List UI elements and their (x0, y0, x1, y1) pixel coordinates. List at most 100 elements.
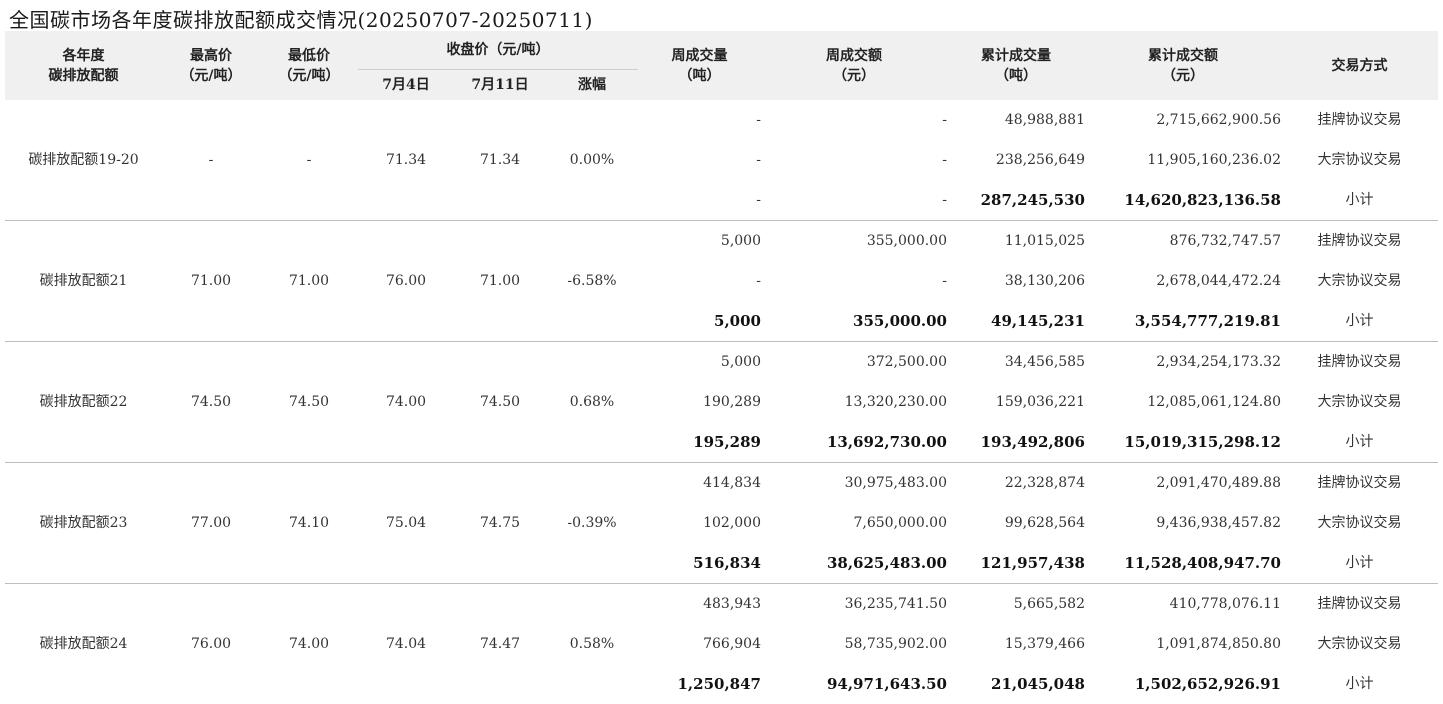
high-price: - (162, 100, 260, 221)
trade-method: 小计 (1281, 180, 1438, 221)
week-volume: 5,000 (638, 301, 761, 342)
trade-method: 小计 (1281, 664, 1438, 704)
cumulative-volume: 48,988,881 (947, 100, 1085, 140)
close-prev: 75.04 (358, 463, 454, 584)
trade-method: 小计 (1281, 422, 1438, 463)
cumulative-amount: 11,905,160,236.02 (1085, 140, 1281, 180)
cumulative-volume: 99,628,564 (947, 503, 1085, 543)
high-price: 71.00 (162, 221, 260, 342)
trade-method: 大宗协议交易 (1281, 503, 1438, 543)
week-amount: 13,320,230.00 (761, 382, 947, 422)
week-volume: 414,834 (638, 463, 761, 504)
table-row: 碳排放配额22 74.50 74.50 74.00 74.50 0.68% 5,… (5, 342, 1438, 383)
trade-method: 小计 (1281, 301, 1438, 342)
cumulative-amount: 11,528,408,947.70 (1085, 543, 1281, 584)
header-change: 涨幅 (546, 70, 638, 101)
cumulative-volume: 159,036,221 (947, 382, 1085, 422)
cumulative-amount: 15,019,315,298.12 (1085, 422, 1281, 463)
carbon-trading-table: 各年度 碳排放配额 最高价 （元/吨） 最低价 （元/吨） 收盘价（元/吨） 周… (5, 31, 1438, 704)
cumulative-volume: 5,665,582 (947, 584, 1085, 625)
week-volume: 483,943 (638, 584, 761, 625)
trade-method: 大宗协议交易 (1281, 261, 1438, 301)
change-rate: 0.58% (546, 584, 638, 704)
week-volume: 1,250,847 (638, 664, 761, 704)
week-amount: - (761, 140, 947, 180)
week-amount: 355,000.00 (761, 301, 947, 342)
week-amount: 13,692,730.00 (761, 422, 947, 463)
cumulative-volume: 287,245,530 (947, 180, 1085, 221)
cumulative-amount: 410,778,076.11 (1085, 584, 1281, 625)
page-title: 全国碳市场各年度碳排放配额成交情况(20250707-20250711) (9, 4, 593, 33)
cumulative-volume: 238,256,649 (947, 140, 1085, 180)
close-curr: 71.00 (454, 221, 546, 342)
low-price: 74.10 (260, 463, 358, 584)
week-volume: 102,000 (638, 503, 761, 543)
close-curr: 74.47 (454, 584, 546, 704)
header-week-amount: 周成交额 （元） (761, 31, 947, 100)
week-amount: - (761, 261, 947, 301)
cumulative-volume: 22,328,874 (947, 463, 1085, 504)
week-amount: 355,000.00 (761, 221, 947, 262)
trade-method: 挂牌协议交易 (1281, 584, 1438, 625)
week-amount: 94,971,643.50 (761, 664, 947, 704)
change-rate: -6.58% (546, 221, 638, 342)
week-volume: 766,904 (638, 624, 761, 664)
week-amount: 36,235,741.50 (761, 584, 947, 625)
week-amount: 372,500.00 (761, 342, 947, 383)
header-close-price: 收盘价（元/吨） (358, 31, 638, 70)
header-high: 最高价 （元/吨） (162, 31, 260, 100)
cumulative-amount: 2,678,044,472.24 (1085, 261, 1281, 301)
high-price: 76.00 (162, 584, 260, 704)
cumulative-volume: 121,957,438 (947, 543, 1085, 584)
table-row: 碳排放配额19-20 - - 71.34 71.34 0.00% - - 48,… (5, 100, 1438, 140)
change-rate: -0.39% (546, 463, 638, 584)
allowance-name: 碳排放配额19-20 (5, 100, 162, 221)
close-prev: 74.04 (358, 584, 454, 704)
cumulative-volume: 49,145,231 (947, 301, 1085, 342)
table-row: 碳排放配额24 76.00 74.00 74.04 74.47 0.58% 48… (5, 584, 1438, 625)
close-prev: 76.00 (358, 221, 454, 342)
week-volume: - (638, 100, 761, 140)
week-amount: 30,975,483.00 (761, 463, 947, 504)
close-curr: 74.50 (454, 342, 546, 463)
week-volume: - (638, 261, 761, 301)
trade-method: 挂牌协议交易 (1281, 342, 1438, 383)
cumulative-amount: 2,091,470,489.88 (1085, 463, 1281, 504)
header-cumulative-volume: 累计成交量 （吨） (947, 31, 1085, 100)
change-rate: 0.68% (546, 342, 638, 463)
week-amount: 38,625,483.00 (761, 543, 947, 584)
table-row: 碳排放配额23 77.00 74.10 75.04 74.75 -0.39% 4… (5, 463, 1438, 504)
cumulative-amount: 12,085,061,124.80 (1085, 382, 1281, 422)
week-volume: 5,000 (638, 221, 761, 262)
close-curr: 74.75 (454, 463, 546, 584)
allowance-name: 碳排放配额21 (5, 221, 162, 342)
change-rate: 0.00% (546, 100, 638, 221)
low-price: 74.50 (260, 342, 358, 463)
low-price: - (260, 100, 358, 221)
allowance-name: 碳排放配额23 (5, 463, 162, 584)
trade-method: 大宗协议交易 (1281, 140, 1438, 180)
cumulative-volume: 34,456,585 (947, 342, 1085, 383)
week-volume: - (638, 140, 761, 180)
close-prev: 71.34 (358, 100, 454, 221)
cumulative-amount: 9,436,938,457.82 (1085, 503, 1281, 543)
week-volume: 190,289 (638, 382, 761, 422)
cumulative-amount: 1,091,874,850.80 (1085, 624, 1281, 664)
close-prev: 74.00 (358, 342, 454, 463)
trade-method: 大宗协议交易 (1281, 382, 1438, 422)
week-amount: - (761, 100, 947, 140)
week-volume: - (638, 180, 761, 221)
low-price: 74.00 (260, 584, 358, 704)
header-close-curr: 7月11日 (454, 70, 546, 101)
cumulative-volume: 38,130,206 (947, 261, 1085, 301)
week-amount: 58,735,902.00 (761, 624, 947, 664)
trade-method: 挂牌协议交易 (1281, 221, 1438, 262)
week-volume: 516,834 (638, 543, 761, 584)
header-year: 各年度 碳排放配额 (5, 31, 162, 100)
header-low: 最低价 （元/吨） (260, 31, 358, 100)
cumulative-amount: 2,715,662,900.56 (1085, 100, 1281, 140)
header-cumulative-amount: 累计成交额 （元） (1085, 31, 1281, 100)
week-volume: 195,289 (638, 422, 761, 463)
week-volume: 5,000 (638, 342, 761, 383)
cumulative-volume: 11,015,025 (947, 221, 1085, 262)
